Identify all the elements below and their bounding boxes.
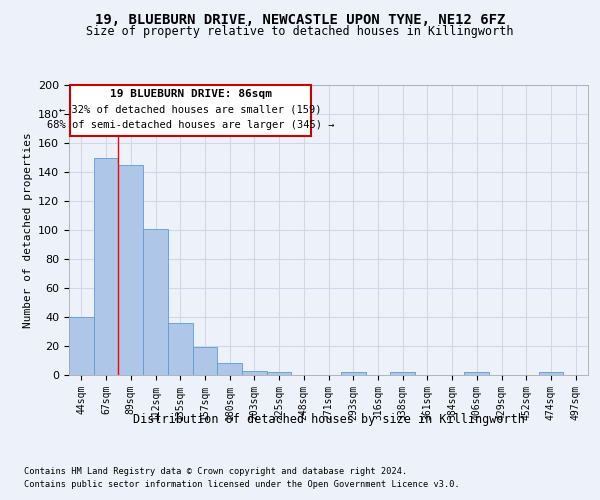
Text: ← 32% of detached houses are smaller (159): ← 32% of detached houses are smaller (15… [59,104,322,115]
Text: 19, BLUEBURN DRIVE, NEWCASTLE UPON TYNE, NE12 6FZ: 19, BLUEBURN DRIVE, NEWCASTLE UPON TYNE,… [95,12,505,26]
Bar [143,228,168,375]
Bar [390,372,415,375]
Bar [267,372,292,375]
Text: 19 BLUEBURN DRIVE: 86sqm: 19 BLUEBURN DRIVE: 86sqm [110,89,272,99]
Bar [217,364,242,375]
Bar [118,165,143,375]
Bar [70,85,311,136]
Bar [341,372,365,375]
Text: Contains public sector information licensed under the Open Government Licence v3: Contains public sector information licen… [24,480,460,489]
Bar [69,317,94,375]
Bar [193,348,217,375]
Bar [464,372,489,375]
Text: 68% of semi-detached houses are larger (345) →: 68% of semi-detached houses are larger (… [47,120,334,130]
Y-axis label: Number of detached properties: Number of detached properties [23,132,32,328]
Bar [94,158,118,375]
Bar [242,370,267,375]
Text: Size of property relative to detached houses in Killingworth: Size of property relative to detached ho… [86,25,514,38]
Text: Distribution of detached houses by size in Killingworth: Distribution of detached houses by size … [133,412,525,426]
Bar [168,323,193,375]
Text: Contains HM Land Registry data © Crown copyright and database right 2024.: Contains HM Land Registry data © Crown c… [24,468,407,476]
Bar [539,372,563,375]
